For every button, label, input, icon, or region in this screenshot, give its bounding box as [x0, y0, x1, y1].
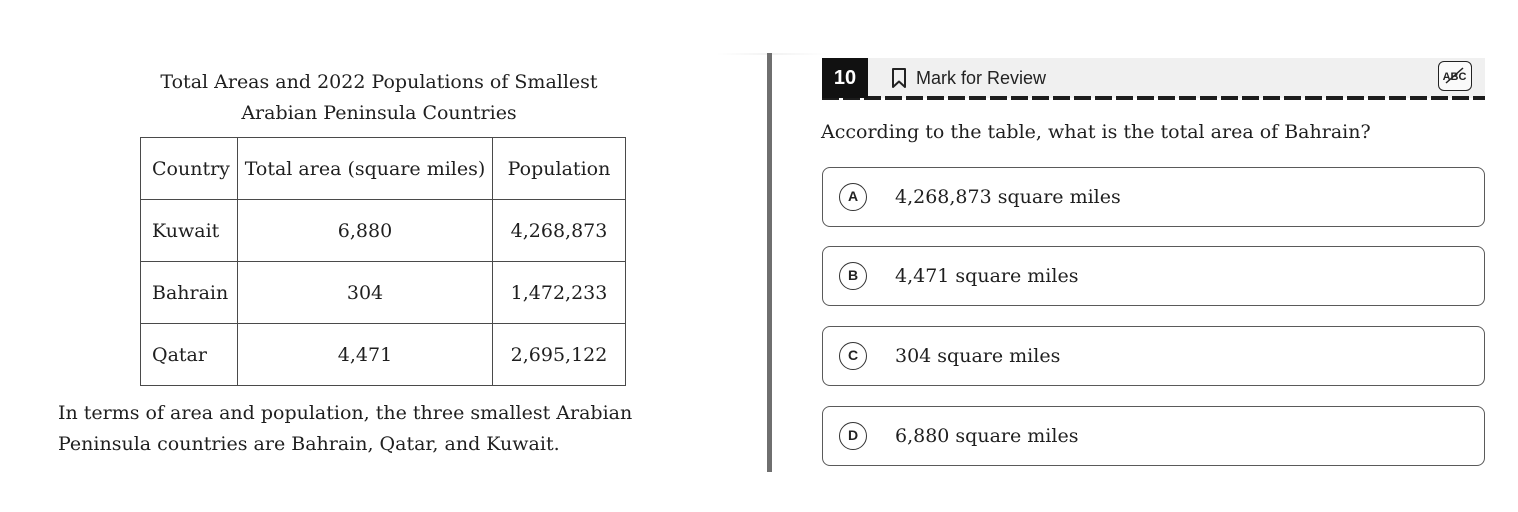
option-letter-badge: B [839, 262, 867, 290]
answer-option-c[interactable]: C 304 square miles [822, 326, 1485, 386]
option-letter-badge: C [839, 342, 867, 370]
option-text: 304 square miles [895, 345, 1061, 367]
pane-divider[interactable] [767, 53, 772, 472]
table-row: Qatar 4,471 2,695,122 [140, 323, 626, 386]
option-letter-badge: D [839, 422, 867, 450]
cell-area: 304 [237, 261, 493, 324]
mark-for-review-label: Mark for Review [916, 67, 1047, 88]
divider-shadow [716, 53, 828, 55]
cell-country: Bahrain [140, 261, 238, 324]
cell-area: 6,880 [237, 199, 493, 262]
table-caption: Total Areas and 2022 Populations of Smal… [160, 71, 598, 124]
option-text: 4,268,873 square miles [895, 186, 1121, 208]
bookmark-icon [890, 67, 908, 89]
table-row: Bahrain 304 1,472,233 [140, 261, 626, 324]
cell-population: 2,695,122 [492, 323, 626, 386]
passage-pane: Total Areas and 2022 Populations of Smal… [58, 71, 633, 455]
header-country: Country [140, 137, 238, 200]
cell-area: 4,471 [237, 323, 493, 386]
svg-text:ABC: ABC [1443, 71, 1467, 83]
option-text: 6,880 square miles [895, 425, 1079, 447]
answer-option-b[interactable]: B 4,471 square miles [822, 246, 1485, 306]
cell-population: 1,472,233 [492, 261, 626, 324]
header-population: Population [492, 137, 626, 200]
data-table: Country Total area (square miles) Popula… [140, 137, 626, 386]
table-row: Kuwait 6,880 4,268,873 [140, 199, 626, 262]
cell-country: Kuwait [140, 199, 238, 262]
option-letter-badge: A [839, 183, 867, 211]
answer-option-a[interactable]: A 4,268,873 square miles [822, 167, 1485, 227]
cell-country: Qatar [140, 323, 238, 386]
header-dashed-rule [822, 96, 1485, 100]
question-header-bar [822, 58, 1485, 98]
table-header-row: Country Total area (square miles) Popula… [140, 137, 626, 200]
answer-option-d[interactable]: D 6,880 square miles [822, 406, 1485, 466]
question-prompt: According to the table, what is the tota… [821, 121, 1371, 143]
cell-population: 4,268,873 [492, 199, 626, 262]
answer-eliminator-button[interactable]: ABC [1438, 61, 1472, 91]
option-text: 4,471 square miles [895, 265, 1079, 287]
header-total-area: Total area (square miles) [237, 137, 493, 200]
passage-text: In terms of area and population, the thr… [58, 402, 633, 455]
question-number: 10 [822, 58, 868, 98]
abc-strikethrough-icon: ABC [1439, 62, 1471, 89]
mark-for-review-button[interactable]: Mark for Review [890, 66, 1046, 90]
